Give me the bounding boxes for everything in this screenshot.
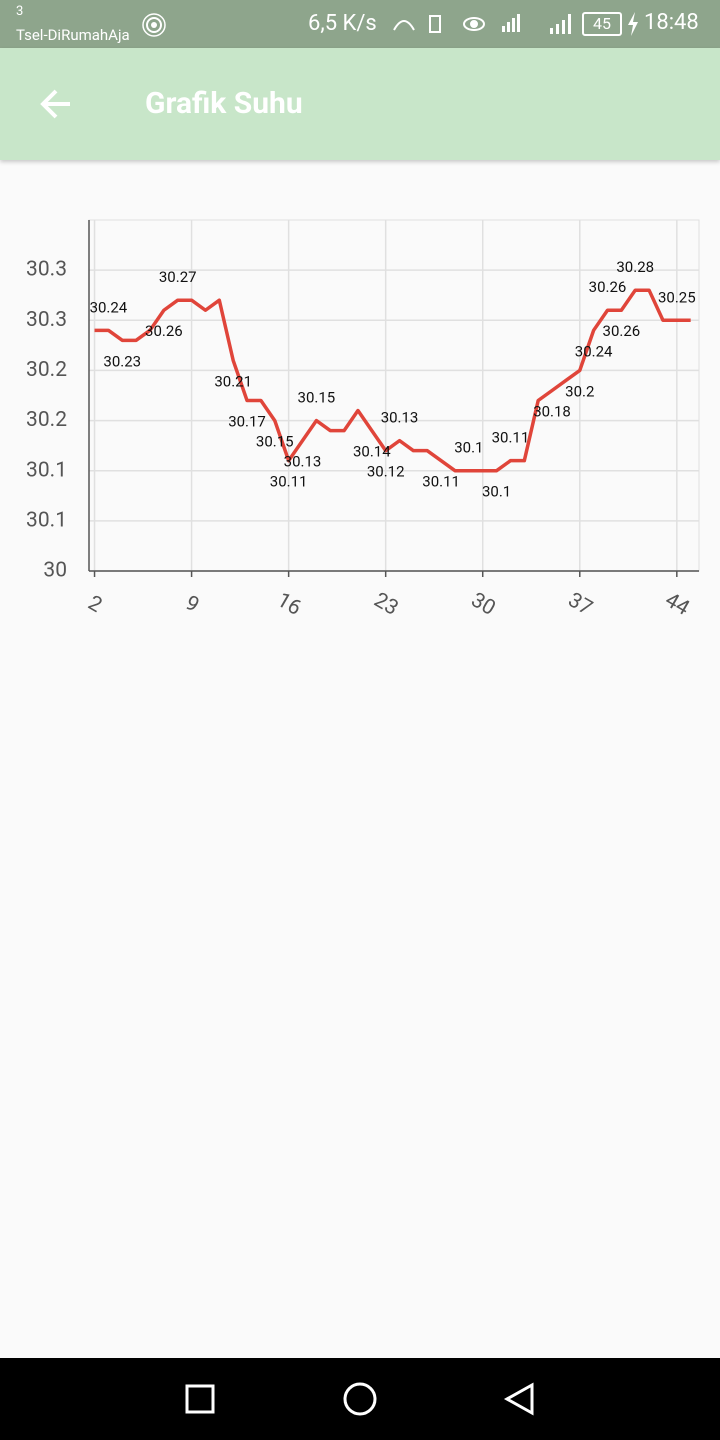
data-label: 30.11 — [492, 429, 530, 447]
data-label: 30.24 — [90, 298, 128, 316]
status-bar: 3 Tsel-DiRumahAja 6,5 K/s 45 18:48 — [0, 0, 720, 48]
app-bar: Grafik Suhu — [0, 48, 720, 160]
data-label: 30.27 — [159, 268, 197, 286]
data-label: 30.1 — [454, 439, 483, 457]
data-label: 30.1 — [482, 483, 511, 501]
back-button[interactable] — [38, 86, 74, 122]
x-tick-label: 9 — [181, 591, 203, 618]
y-tick-label: 30.1 — [26, 508, 67, 532]
data-label: 30.15 — [298, 389, 336, 407]
x-tick-label: 37 — [564, 588, 596, 621]
data-label: 30.26 — [589, 278, 627, 296]
net-speed: 6,5 K/s — [308, 11, 377, 36]
recents-button[interactable] — [185, 1384, 215, 1414]
data-label: 30.26 — [145, 322, 183, 340]
line — [94, 288, 691, 473]
back-nav-button[interactable] — [503, 1382, 534, 1416]
hotspot-icon — [142, 13, 166, 37]
y-tick-label: 30.3 — [26, 308, 67, 332]
signal-icon — [550, 14, 571, 34]
y-tick-label: 30.2 — [26, 358, 67, 382]
data-label: 30.21 — [214, 372, 252, 390]
data-label: 30.2 — [565, 382, 594, 400]
data-label: 30.17 — [228, 412, 266, 430]
data-label: 30.11 — [422, 473, 460, 491]
chart: 30 30.1 30.1 30.2 30.2 30.3 30.3 2 9 16 23 30 37 44 30… — [26, 219, 700, 621]
battery: 45 — [582, 12, 622, 36]
data-label: 30.23 — [103, 352, 141, 370]
y-tick-label: 30.2 — [26, 408, 67, 432]
data-label: 30.15 — [256, 433, 294, 451]
charging-icon — [628, 12, 638, 36]
data-label: 30.25 — [658, 288, 696, 306]
x-tick-label: 30 — [467, 588, 499, 621]
nav-bar — [0, 1358, 720, 1440]
data-label: 30.28 — [616, 258, 654, 276]
data-label: 30.13 — [381, 409, 419, 427]
data-label: 30.26 — [603, 322, 641, 340]
x-tick-label: 44 — [661, 588, 694, 621]
y-tick-label: 30.3 — [26, 258, 67, 282]
clock: 18:48 — [644, 10, 699, 35]
data-label: 30.14 — [353, 443, 391, 461]
home-button[interactable] — [343, 1382, 377, 1416]
data-label: 30.12 — [367, 463, 405, 481]
carrier: Tsel-DiRumahAja — [16, 26, 130, 44]
y-tick-label: 30 — [43, 559, 67, 583]
app-title: Grafik Suhu — [145, 86, 303, 121]
x-tick-label: 2 — [84, 591, 106, 618]
nav-buttons — [185, 1382, 534, 1416]
x-tick-label: 16 — [273, 588, 305, 621]
status-icons — [393, 14, 520, 33]
x-tick-label: 23 — [370, 588, 402, 621]
y-tick-label: 30.1 — [26, 458, 67, 482]
data-label: 30.24 — [575, 342, 613, 360]
data-label: 30.11 — [270, 473, 308, 491]
data-label: 30.18 — [533, 402, 571, 420]
data-label: 30.13 — [284, 453, 322, 471]
sim-label: 3 — [16, 4, 24, 19]
